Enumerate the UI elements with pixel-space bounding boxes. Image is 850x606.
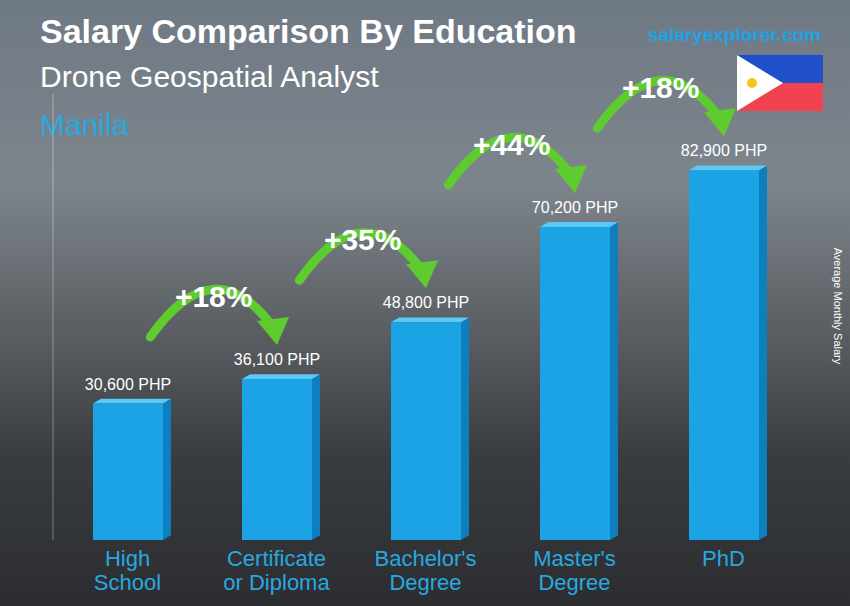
html-text:salaryexplorer.com: salaryexplorer.com	[648, 24, 822, 45]
html-text:Drone Geospatial Analyst: Drone Geospatial Analyst	[40, 60, 379, 93]
html-text:Average Monthly Salary: Average Monthly Salary	[832, 247, 844, 365]
svg-text:Bachelor'sDegree: Bachelor'sDegree	[374, 546, 476, 595]
html-text:Salary Comparison By Education: Salary Comparison By Education	[40, 12, 577, 50]
svg-text:30,600 PHP: 30,600 PHP	[85, 376, 171, 393]
svg-text:82,900 PHP: 82,900 PHP	[681, 142, 767, 159]
svg-text:+18%: +18%	[175, 280, 253, 313]
html-text:Manila: Manila	[40, 108, 129, 141]
svg-text:+44%: +44%	[473, 128, 551, 161]
svg-text:70,200 PHP: 70,200 PHP	[532, 199, 618, 216]
svg-text:Certificateor Diploma: Certificateor Diploma	[223, 546, 330, 595]
svg-text:HighSchool: HighSchool	[94, 546, 161, 595]
svg-text:PhD: PhD	[702, 546, 745, 571]
svg-text:48,800 PHP: 48,800 PHP	[383, 294, 469, 311]
svg-text:+35%: +35%	[324, 223, 402, 256]
svg-text:36,100 PHP: 36,100 PHP	[234, 351, 320, 368]
svg-text:+18%: +18%	[622, 71, 700, 104]
svg-text:Master'sDegree: Master'sDegree	[533, 546, 615, 595]
